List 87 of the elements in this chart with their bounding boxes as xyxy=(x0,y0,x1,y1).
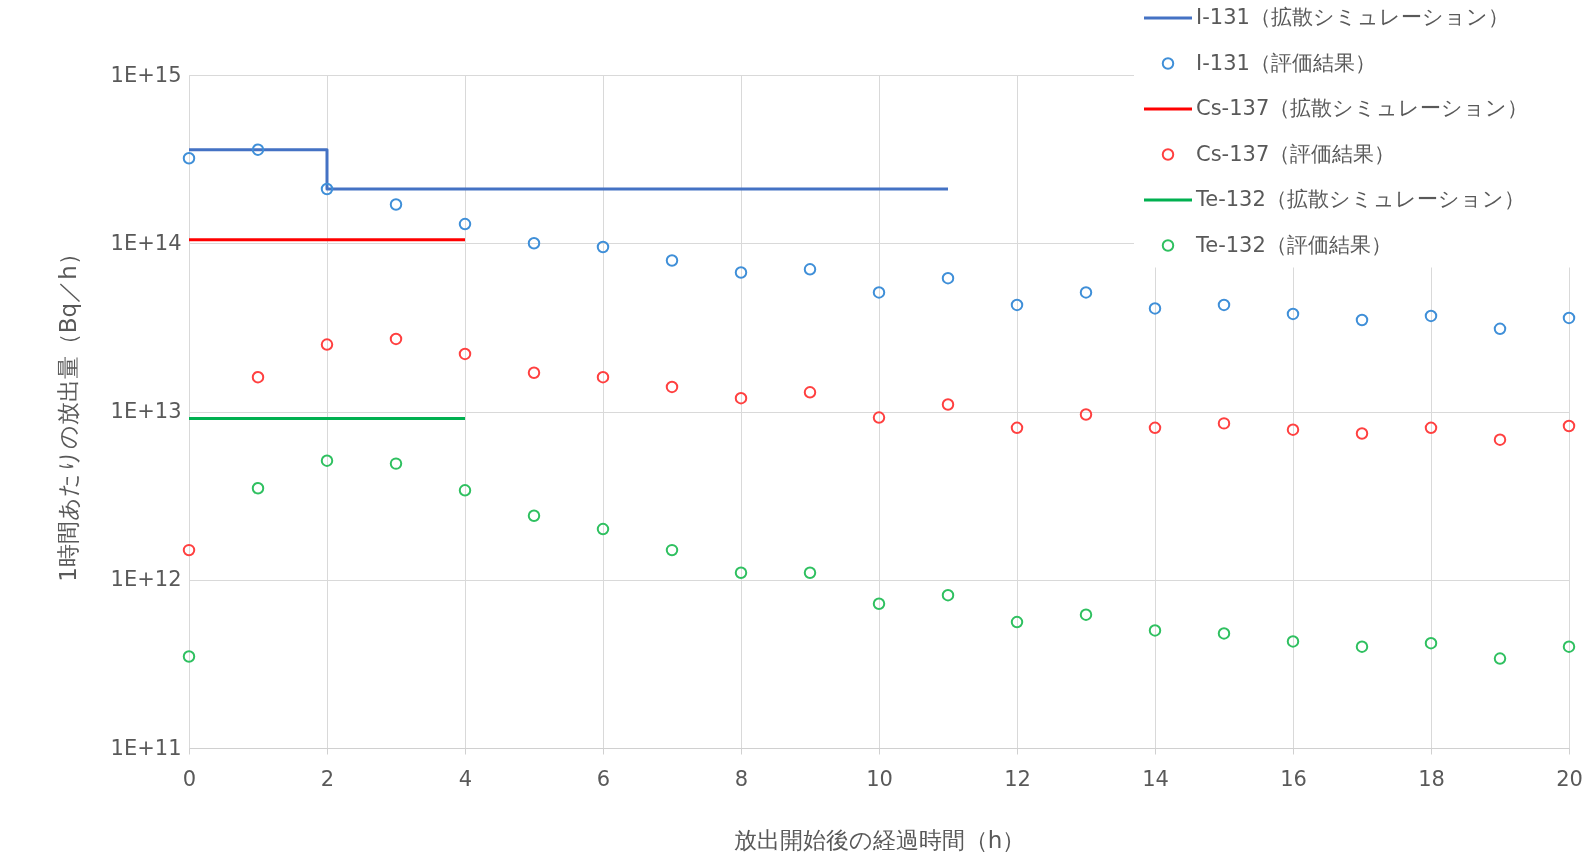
x-tick-label: 6 xyxy=(596,766,611,791)
point xyxy=(803,263,817,276)
x-axis-title: 放出開始後の経過時間（h） xyxy=(733,826,1026,853)
legend-label: I-131（拡散シミュレーション） xyxy=(1196,5,1509,29)
point xyxy=(734,391,748,405)
point xyxy=(1079,286,1093,299)
x-tick-label: 10 xyxy=(866,766,893,791)
point xyxy=(1286,635,1300,648)
point xyxy=(1562,419,1576,433)
legend-label: Cs-137（評価結果） xyxy=(1196,141,1396,166)
point xyxy=(1424,421,1438,435)
x-tick-label: 12 xyxy=(1004,766,1031,791)
point xyxy=(1355,313,1369,327)
point xyxy=(527,366,541,379)
point xyxy=(803,386,817,399)
y-tick-label: 1E+14 xyxy=(110,230,182,255)
y-axis-title: 1時間あたりの放出量（Bq／h） xyxy=(54,242,81,582)
point xyxy=(1493,322,1507,336)
point xyxy=(320,454,334,467)
point xyxy=(251,370,265,384)
point xyxy=(1493,652,1507,665)
point xyxy=(1562,311,1576,325)
point xyxy=(1148,624,1162,637)
point xyxy=(182,650,196,663)
point xyxy=(665,254,679,267)
point xyxy=(527,237,541,250)
point xyxy=(1079,408,1093,421)
point xyxy=(1217,627,1231,640)
point xyxy=(1424,636,1438,650)
y-tick-label: 1E+15 xyxy=(110,62,182,87)
point xyxy=(389,457,403,470)
point xyxy=(665,380,679,394)
point xyxy=(665,543,679,557)
point xyxy=(1493,433,1507,446)
legend-label: I-131（評価結果） xyxy=(1196,50,1376,75)
point xyxy=(458,484,472,497)
point xyxy=(872,286,886,299)
x-tick-label: 0 xyxy=(182,766,197,791)
point xyxy=(1010,615,1024,629)
point xyxy=(1286,423,1300,436)
point xyxy=(734,266,748,279)
point xyxy=(389,332,403,346)
legend-label: Te-132（拡散シミュレーション） xyxy=(1195,187,1525,211)
point xyxy=(872,411,886,424)
point xyxy=(1148,421,1162,435)
point xyxy=(1562,640,1576,653)
point xyxy=(1355,427,1369,440)
point xyxy=(941,271,955,285)
point xyxy=(1010,298,1024,312)
x-tick-label: 8 xyxy=(734,766,749,791)
point xyxy=(458,217,472,231)
point xyxy=(320,182,334,196)
point xyxy=(941,398,955,411)
point xyxy=(389,198,403,211)
point xyxy=(1079,608,1093,621)
point xyxy=(182,543,196,557)
x-tick-label: 4 xyxy=(458,766,473,791)
point xyxy=(803,566,817,580)
x-tick-label: 14 xyxy=(1142,766,1169,791)
x-tick-label: 18 xyxy=(1418,766,1445,791)
point xyxy=(596,370,610,384)
point xyxy=(1286,307,1300,321)
point xyxy=(1148,302,1162,315)
point xyxy=(1010,421,1024,435)
x-tick-label: 16 xyxy=(1280,766,1307,791)
point xyxy=(1355,640,1369,653)
point xyxy=(527,509,541,523)
point xyxy=(872,597,886,610)
point xyxy=(596,240,610,254)
point xyxy=(251,481,265,495)
point xyxy=(596,522,610,536)
x-tick-label: 20 xyxy=(1556,766,1583,791)
x-tick-label: 2 xyxy=(320,766,335,791)
y-tick-label: 1E+11 xyxy=(110,735,182,760)
point xyxy=(458,347,472,361)
point xyxy=(1217,417,1231,430)
point xyxy=(251,143,265,156)
legend-label: Te-132（評価結果） xyxy=(1195,232,1392,257)
point xyxy=(1424,309,1438,323)
y-tick-label: 1E+13 xyxy=(110,399,182,423)
point xyxy=(734,566,748,580)
point xyxy=(182,152,196,165)
point xyxy=(320,338,334,351)
legend-label: Cs-137（拡散シミュレーション） xyxy=(1196,96,1529,120)
y-tick-label: 1E+12 xyxy=(110,567,182,592)
point xyxy=(941,588,955,602)
point xyxy=(1217,298,1231,312)
